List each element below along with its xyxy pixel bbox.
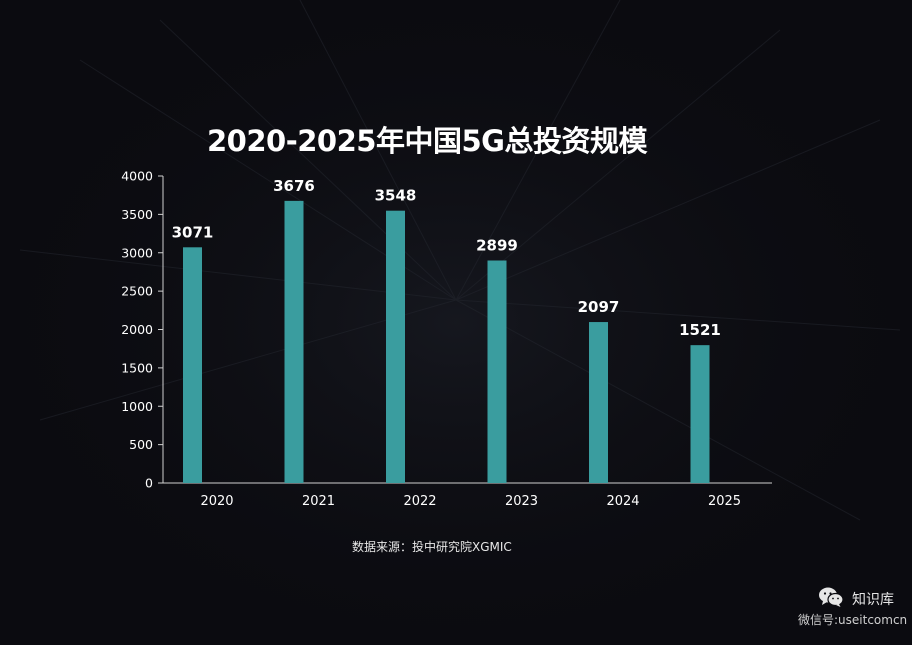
x-tick-label: 2025: [708, 494, 741, 509]
source-note: 数据来源：投中研究院XGMIC: [352, 540, 512, 554]
y-tick-label: 1500: [121, 360, 153, 375]
data-label-2024: 2097: [578, 298, 620, 316]
y-tick-label: 3500: [121, 207, 153, 222]
watermark-account: 微信号:useitcomcn: [798, 613, 908, 627]
y-axis: 0 500 1000 1500 2000 2500 3000 3500 4000: [121, 169, 164, 491]
data-label-2020: 3071: [172, 223, 214, 241]
x-tick-label: 2023: [505, 494, 538, 509]
x-axis: 2020 2021 2022 2023 2024 2025: [163, 482, 772, 509]
bar-2023: [487, 260, 507, 483]
y-tick-label: 0: [145, 476, 153, 491]
y-tick-label: 4000: [121, 169, 153, 184]
data-label-2022: 3548: [375, 187, 417, 205]
bar-2020: [183, 247, 202, 483]
data-label-2023: 2899: [476, 237, 518, 255]
y-tick-label: 3000: [121, 245, 153, 260]
watermark-name: 知识库: [852, 592, 894, 608]
x-tick-label: 2024: [606, 494, 639, 509]
x-tick-label: 2021: [302, 494, 335, 509]
y-tick-label: 2500: [121, 284, 153, 299]
bar-2022: [386, 210, 405, 484]
x-tick-label: 2020: [200, 494, 233, 509]
bar-2025: [690, 345, 710, 483]
y-tick-label: 2000: [121, 322, 153, 337]
y-tick-label: 500: [129, 437, 153, 452]
y-tick-label: 1000: [121, 399, 153, 414]
data-label-2025: 1521: [679, 321, 721, 339]
data-label-2021: 3676: [273, 177, 315, 195]
bars: [183, 200, 710, 484]
data-labels: 3071 3676 3548 2899 2097 1521: [172, 177, 721, 339]
x-tick-label: 2022: [403, 494, 436, 509]
bar-2024: [589, 322, 608, 483]
bar-2021: [284, 200, 304, 483]
chart-title: 2020-2025年中国5G总投资规模: [207, 124, 647, 158]
wechat-icon: [819, 587, 844, 607]
